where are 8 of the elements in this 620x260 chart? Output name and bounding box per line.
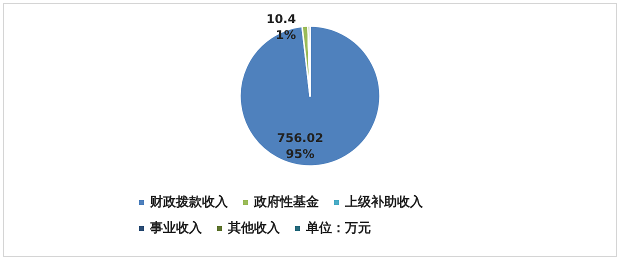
legend-label: 事业收入 <box>149 220 203 236</box>
legend-label: 上级补助收入 <box>344 194 424 210</box>
legend-label: 财政拨款收入 <box>149 194 229 210</box>
legend-label: 其他收入 <box>227 220 281 236</box>
data-label: 10.4 1% <box>266 12 296 42</box>
legend-label: 单位：万元 <box>305 220 371 236</box>
legend-label: 政府性基金 <box>253 194 320 210</box>
data-label: 756.02 95% <box>277 130 324 161</box>
